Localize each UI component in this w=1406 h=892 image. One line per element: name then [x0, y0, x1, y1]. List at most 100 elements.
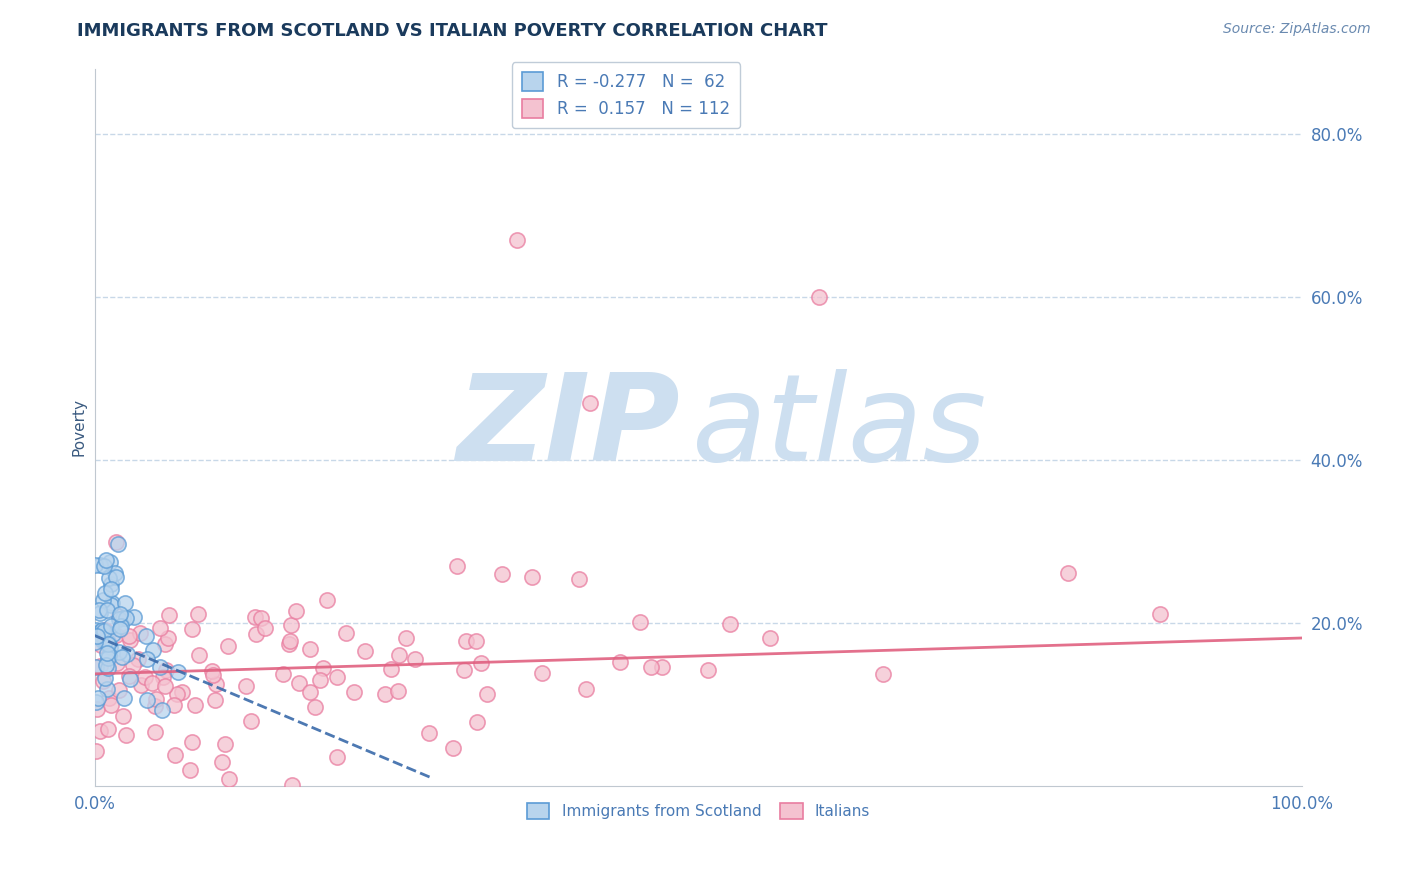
Point: [531, 666, 554, 681]
Point: [245, 627, 267, 641]
Point: [100, 576, 122, 591]
Point: [93, 673, 115, 688]
Point: [135, 652, 157, 666]
Point: [298, 685, 321, 699]
Point: [418, 725, 440, 739]
Point: [441, 741, 464, 756]
Point: [108, 623, 131, 637]
Point: [288, 676, 311, 690]
Point: [97, 722, 120, 736]
Point: [96, 552, 118, 566]
Point: [326, 750, 349, 764]
Point: [150, 703, 173, 717]
Point: [97, 661, 120, 675]
Point: [141, 676, 163, 690]
Point: [204, 693, 226, 707]
Point: [201, 664, 224, 678]
Point: [118, 629, 141, 643]
Point: [96, 681, 118, 696]
Point: [808, 290, 831, 304]
Point: [94, 671, 117, 685]
Point: [84, 660, 107, 674]
Point: [97, 690, 120, 705]
Point: [157, 631, 180, 645]
Point: [628, 615, 651, 630]
Point: [1149, 607, 1171, 621]
Point: [152, 669, 174, 683]
Point: [143, 699, 166, 714]
Point: [202, 668, 225, 682]
Point: [91, 593, 114, 607]
Point: [118, 669, 141, 683]
Point: [105, 657, 128, 671]
Point: [115, 611, 138, 625]
Point: [89, 627, 111, 641]
Point: [108, 645, 131, 659]
Point: [465, 715, 488, 730]
Point: [240, 714, 263, 728]
Point: [86, 702, 108, 716]
Point: [117, 647, 139, 661]
Point: [343, 684, 366, 698]
Point: [108, 609, 131, 624]
Point: [475, 687, 498, 701]
Point: [145, 691, 167, 706]
Point: [387, 684, 409, 698]
Y-axis label: Poverty: Poverty: [72, 399, 86, 457]
Point: [100, 582, 122, 596]
Point: [235, 679, 257, 693]
Point: [84, 695, 107, 709]
Point: [83, 635, 105, 649]
Point: [187, 607, 209, 621]
Point: [697, 663, 720, 677]
Point: [204, 677, 226, 691]
Point: [103, 566, 125, 580]
Point: [93, 624, 115, 638]
Point: [284, 604, 307, 618]
Point: [100, 618, 122, 632]
Point: [97, 635, 120, 649]
Point: [86, 629, 108, 643]
Point: [155, 663, 177, 677]
Point: [111, 611, 134, 625]
Point: [181, 735, 204, 749]
Point: [170, 685, 193, 699]
Point: [395, 631, 418, 645]
Point: [101, 627, 124, 641]
Point: [134, 670, 156, 684]
Point: [143, 725, 166, 739]
Point: [149, 621, 172, 635]
Point: [149, 660, 172, 674]
Point: [404, 651, 426, 665]
Point: [115, 728, 138, 742]
Point: [100, 698, 122, 713]
Point: [609, 655, 631, 669]
Point: [179, 763, 201, 777]
Point: [135, 629, 157, 643]
Point: [166, 687, 188, 701]
Point: [454, 634, 477, 648]
Point: [91, 632, 114, 647]
Point: [87, 602, 110, 616]
Point: [96, 646, 118, 660]
Point: [299, 641, 322, 656]
Point: [277, 636, 299, 650]
Point: [380, 662, 402, 676]
Point: [96, 603, 118, 617]
Point: [326, 670, 349, 684]
Text: ZIP: ZIP: [457, 369, 681, 486]
Point: [89, 558, 111, 572]
Point: [640, 660, 662, 674]
Point: [97, 651, 120, 665]
Point: [107, 612, 129, 626]
Point: [118, 672, 141, 686]
Point: [104, 628, 127, 642]
Point: [374, 687, 396, 701]
Point: [218, 772, 240, 786]
Point: [110, 618, 132, 632]
Point: [90, 623, 112, 637]
Text: IMMIGRANTS FROM SCOTLAND VS ITALIAN POVERTY CORRELATION CHART: IMMIGRANTS FROM SCOTLAND VS ITALIAN POVE…: [77, 22, 828, 40]
Point: [86, 744, 108, 758]
Point: [520, 570, 543, 584]
Point: [718, 616, 741, 631]
